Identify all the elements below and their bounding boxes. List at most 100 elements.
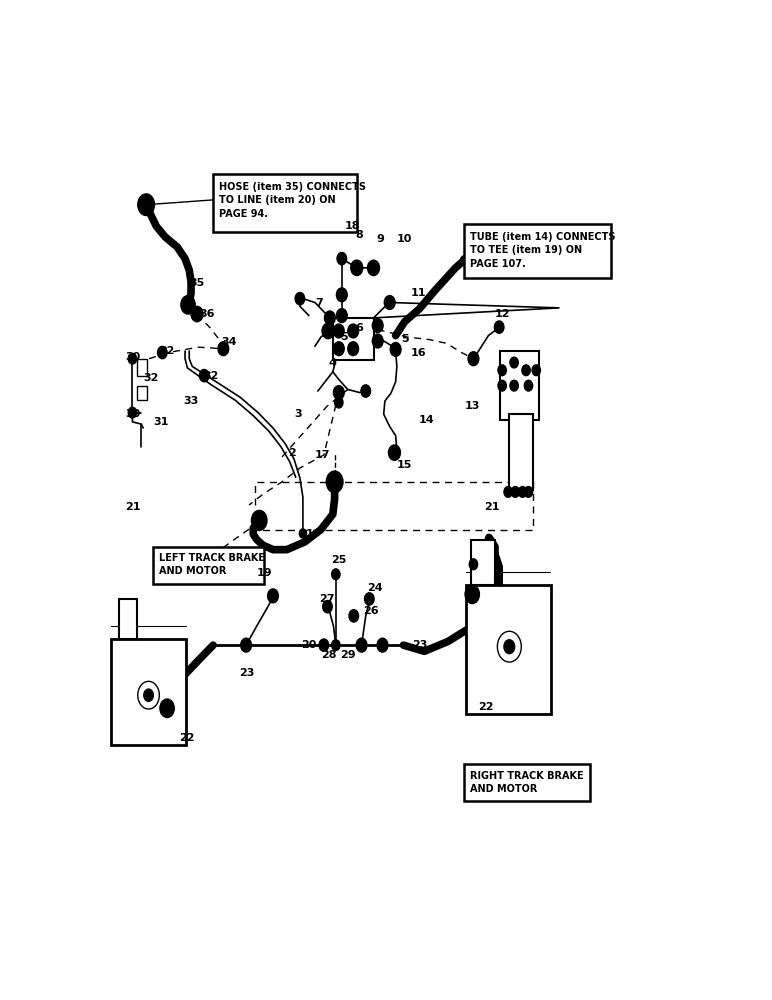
Circle shape [498, 380, 506, 391]
Circle shape [497, 631, 521, 662]
Text: 18: 18 [345, 221, 361, 231]
Bar [466, 585, 551, 714]
Circle shape [364, 593, 374, 605]
Text: 21: 21 [484, 502, 499, 512]
Text: 5: 5 [401, 334, 409, 344]
Circle shape [349, 610, 358, 622]
Text: 15: 15 [397, 460, 412, 470]
Circle shape [391, 343, 401, 356]
Bar [119, 599, 137, 639]
Text: 11: 11 [411, 288, 426, 298]
Text: 22: 22 [179, 733, 195, 743]
Circle shape [372, 319, 383, 333]
Text: 31: 31 [154, 417, 169, 427]
Text: 25: 25 [331, 555, 347, 565]
Bar [471, 540, 495, 585]
Circle shape [524, 380, 533, 391]
Circle shape [157, 346, 167, 359]
Bar [510, 414, 533, 490]
Text: RIGHT TRACK BRAKE
AND MOTOR: RIGHT TRACK BRAKE AND MOTOR [470, 771, 584, 794]
Circle shape [469, 559, 478, 570]
Circle shape [356, 638, 367, 652]
Circle shape [199, 369, 209, 382]
Text: 10: 10 [397, 234, 412, 244]
Bar [213, 174, 357, 232]
Circle shape [350, 260, 363, 276]
Text: 23: 23 [239, 668, 254, 678]
Circle shape [332, 640, 340, 651]
Text: 34: 34 [221, 337, 236, 347]
Text: 1: 1 [306, 529, 313, 539]
Text: 6: 6 [355, 323, 363, 333]
Circle shape [319, 639, 329, 651]
Text: 16: 16 [411, 348, 426, 358]
Circle shape [334, 386, 344, 400]
Circle shape [532, 365, 540, 376]
Circle shape [181, 296, 195, 314]
Text: 14: 14 [418, 415, 434, 425]
Circle shape [160, 699, 174, 718]
Circle shape [322, 323, 334, 339]
Circle shape [218, 342, 229, 356]
Text: 19: 19 [257, 568, 273, 578]
Text: 23: 23 [412, 640, 428, 650]
Circle shape [137, 681, 159, 709]
Text: HOSE (item 35) CONNECTS
TO LINE (item 20) ON
PAGE 94.: HOSE (item 35) CONNECTS TO LINE (item 20… [219, 182, 366, 219]
Circle shape [337, 288, 347, 302]
Circle shape [511, 487, 520, 497]
Bar [111, 639, 186, 745]
Text: 30: 30 [125, 352, 141, 362]
Text: 27: 27 [319, 594, 334, 604]
Text: 28: 28 [321, 650, 337, 660]
Circle shape [504, 487, 513, 497]
Text: 21: 21 [125, 502, 141, 512]
Circle shape [334, 342, 344, 356]
Bar [465, 764, 590, 801]
Circle shape [510, 380, 518, 391]
Circle shape [128, 353, 137, 364]
Circle shape [348, 324, 358, 338]
Text: 5: 5 [340, 332, 348, 342]
Circle shape [522, 365, 530, 376]
Text: TUBE (item 14) CONNECTS
TO TEE (item 19) ON
PAGE 107.: TUBE (item 14) CONNECTS TO TEE (item 19)… [470, 232, 616, 269]
Bar [137, 386, 147, 400]
Text: 2: 2 [288, 448, 296, 458]
Text: 35: 35 [189, 278, 205, 288]
Circle shape [337, 252, 347, 265]
Circle shape [300, 529, 306, 538]
Circle shape [137, 194, 154, 215]
Circle shape [323, 600, 332, 613]
Bar [500, 351, 540, 420]
Text: 36: 36 [199, 309, 215, 319]
Text: 12: 12 [494, 309, 510, 319]
Circle shape [494, 321, 504, 333]
Circle shape [388, 445, 401, 460]
Text: 26: 26 [363, 606, 378, 616]
Text: 8: 8 [355, 231, 363, 240]
Circle shape [465, 585, 479, 604]
Text: 32: 32 [143, 373, 158, 383]
Circle shape [372, 334, 383, 348]
Text: 13: 13 [465, 401, 480, 411]
Circle shape [377, 638, 388, 652]
Circle shape [191, 306, 203, 322]
Circle shape [268, 589, 279, 603]
Circle shape [518, 487, 527, 497]
Circle shape [384, 296, 395, 309]
Bar [137, 359, 147, 376]
Bar [333, 318, 374, 360]
Text: 29: 29 [340, 650, 356, 660]
Circle shape [468, 352, 479, 366]
Circle shape [128, 407, 137, 418]
Circle shape [361, 385, 371, 397]
Text: 30: 30 [125, 409, 141, 419]
Text: 4: 4 [329, 358, 337, 368]
Bar [465, 224, 611, 278]
Circle shape [332, 569, 340, 580]
Circle shape [295, 292, 305, 305]
Circle shape [327, 471, 343, 493]
Circle shape [348, 342, 358, 356]
Bar [154, 547, 264, 584]
Text: 24: 24 [367, 583, 383, 593]
Text: 32: 32 [203, 371, 218, 381]
